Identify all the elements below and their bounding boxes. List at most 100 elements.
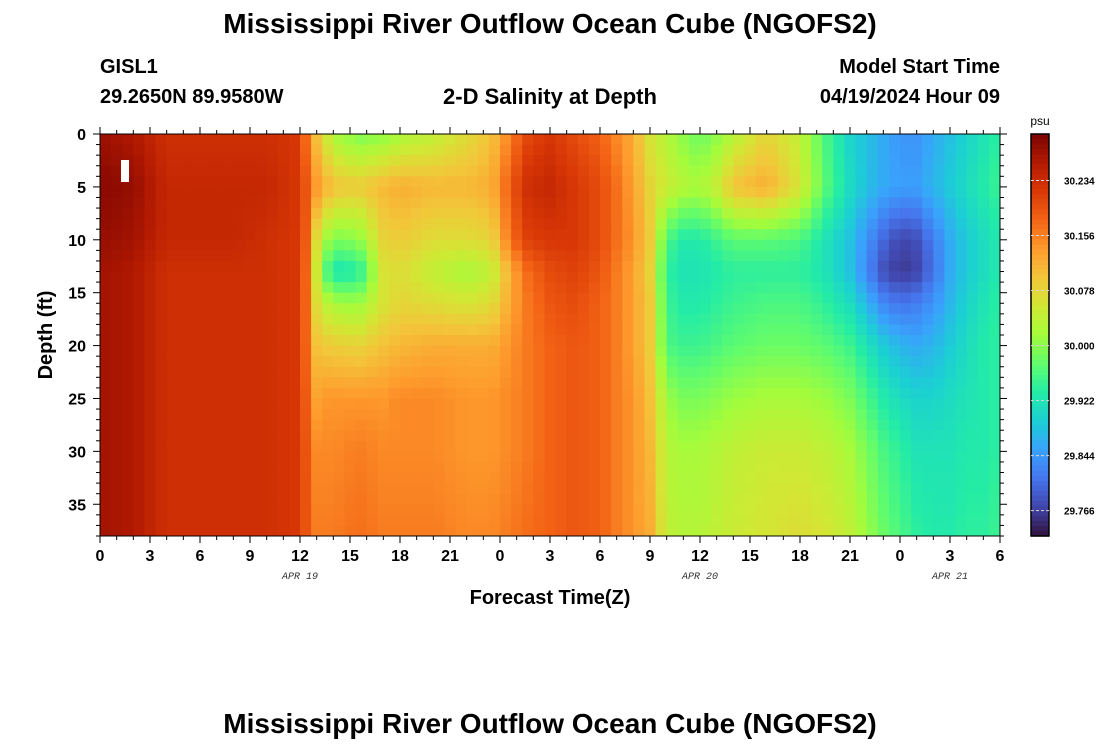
heatmap-cell	[288, 282, 301, 294]
heatmap-cell	[422, 430, 434, 442]
heatmap-cell	[866, 377, 879, 389]
heatmap-cell	[533, 345, 546, 357]
heatmap-cell	[877, 260, 890, 273]
heatmap-cell	[500, 335, 512, 347]
heatmap-cell	[644, 260, 657, 273]
heatmap-cell	[244, 387, 257, 400]
heatmap-cell	[433, 345, 446, 357]
heatmap-cell	[277, 409, 290, 421]
heatmap-cell	[977, 398, 990, 410]
heatmap-cell	[722, 514, 734, 527]
colorbar-swatch	[1031, 445, 1049, 452]
heatmap-cell	[488, 451, 501, 463]
heatmap-cell	[377, 176, 390, 188]
heatmap-cell	[911, 292, 923, 304]
heatmap-cell	[855, 356, 868, 368]
heatmap-cell	[111, 229, 123, 241]
colorbar-swatch	[1031, 460, 1049, 467]
heatmap-cell	[188, 387, 201, 400]
heatmap-cell	[344, 514, 357, 527]
heatmap-cell	[711, 292, 723, 304]
heatmap-cell	[455, 483, 468, 495]
heatmap-cell	[522, 134, 534, 146]
heatmap-cell	[900, 419, 912, 431]
heatmap-cell	[788, 250, 801, 262]
heatmap-cell	[633, 292, 646, 304]
heatmap-cell	[411, 260, 423, 273]
heatmap-cell	[744, 176, 757, 188]
heatmap-cell	[822, 335, 834, 347]
heatmap-cell	[988, 239, 1000, 251]
colorbar-unit: psu	[1030, 114, 1049, 128]
heatmap-cell	[477, 451, 490, 463]
heatmap-cell	[255, 208, 268, 220]
heatmap-cell	[922, 303, 934, 315]
heatmap-cell	[122, 303, 134, 315]
heatmap-cell	[622, 271, 634, 283]
heatmap-cell	[255, 292, 268, 304]
heatmap-cell	[200, 292, 212, 304]
heatmap-cell	[144, 324, 157, 336]
heatmap-cell	[188, 229, 201, 241]
heatmap-cell	[622, 366, 634, 378]
heatmap-cell	[877, 186, 890, 199]
heatmap-cell	[333, 398, 346, 410]
heatmap-cell	[811, 292, 823, 304]
heatmap-cell	[766, 440, 779, 452]
heatmap-cell	[944, 176, 957, 188]
heatmap-cell	[444, 356, 457, 368]
heatmap-cell	[400, 260, 412, 273]
heatmap-cell	[588, 440, 601, 452]
heatmap-cell	[700, 260, 712, 273]
heatmap-cell	[311, 144, 323, 156]
heatmap-cell	[300, 155, 312, 167]
heatmap-cell	[133, 440, 146, 452]
heatmap-cell	[377, 483, 390, 495]
heatmap-cell	[522, 239, 534, 251]
heatmap-cell	[666, 504, 679, 516]
heatmap-cell	[977, 271, 990, 283]
heatmap-cell	[688, 303, 701, 315]
heatmap-cell	[255, 493, 268, 505]
heatmap-cell	[122, 440, 134, 452]
heatmap-cell	[422, 176, 434, 188]
heatmap-cell	[255, 197, 268, 209]
heatmap-cell	[477, 430, 490, 442]
heatmap-cell	[822, 313, 834, 326]
heatmap-cell	[455, 303, 468, 315]
heatmap-cell	[288, 271, 301, 283]
heatmap-cell	[633, 260, 646, 273]
heatmap-cell	[666, 282, 679, 294]
heatmap-cell	[755, 387, 768, 400]
heatmap-cell	[322, 419, 334, 431]
heatmap-cell	[800, 430, 812, 442]
heatmap-cell	[777, 493, 790, 505]
heatmap-cell	[666, 335, 679, 347]
heatmap-cell	[322, 303, 334, 315]
heatmap-cell	[666, 356, 679, 368]
heatmap-cell	[400, 483, 412, 495]
heatmap-cell	[555, 165, 568, 177]
heatmap-cell	[555, 197, 568, 209]
heatmap-cell	[744, 356, 757, 368]
colorbar-swatch	[1031, 239, 1049, 246]
heatmap-cell	[188, 165, 201, 177]
heatmap-cell	[733, 144, 746, 156]
heatmap-cell	[600, 229, 612, 241]
heatmap-cell	[688, 271, 701, 283]
heatmap-cell	[711, 250, 723, 262]
heatmap-cell	[388, 493, 401, 505]
heatmap-cell	[600, 250, 612, 262]
heatmap-cell	[400, 218, 412, 230]
heatmap-cell	[977, 377, 990, 389]
heatmap-cell	[100, 335, 112, 347]
heatmap-cell	[577, 313, 590, 326]
heatmap-cell	[688, 197, 701, 209]
heatmap-cell	[544, 377, 557, 389]
heatmap-cell	[477, 303, 490, 315]
heatmap-cell	[922, 335, 934, 347]
colorbar-tick-label: 30.234	[1064, 177, 1095, 188]
heatmap-cell	[911, 260, 923, 273]
heatmap-cell	[333, 440, 346, 452]
heatmap-cell	[766, 155, 779, 167]
